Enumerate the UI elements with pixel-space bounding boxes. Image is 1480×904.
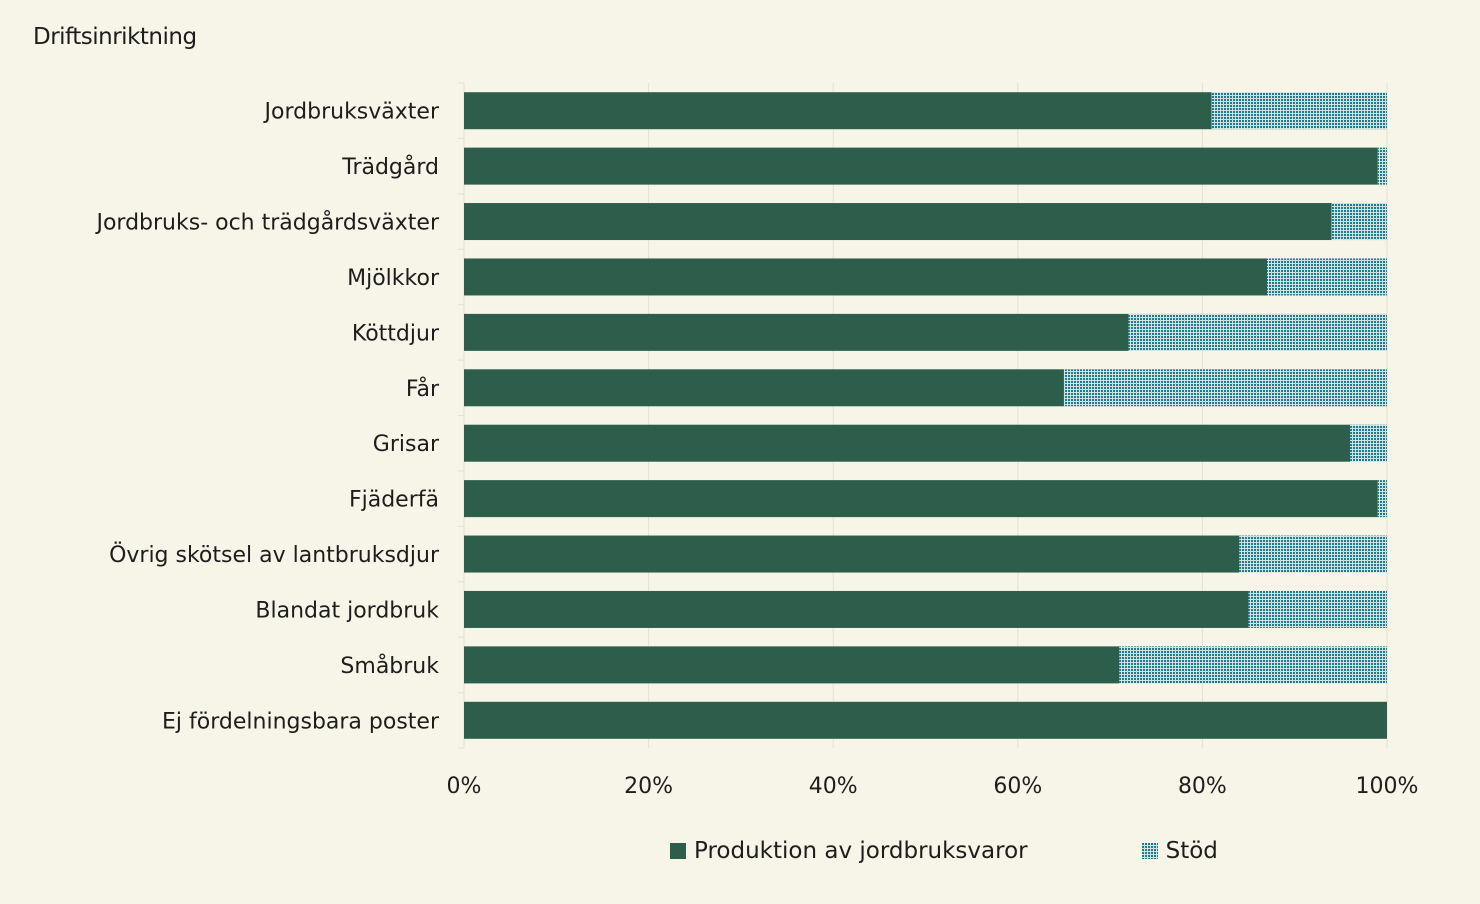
bar-support	[1350, 424, 1387, 462]
x-tick-label: 100%	[1356, 774, 1419, 799]
bar-production	[464, 147, 1378, 185]
category-label: Jordbruksväxter	[263, 100, 440, 125]
category-label: Övrig skötsel av lantbruksdjur	[109, 542, 440, 568]
bar-support	[1248, 590, 1387, 628]
x-tick-label: 60%	[993, 774, 1042, 799]
bar-production	[464, 258, 1268, 296]
bar-production	[464, 701, 1387, 739]
legend-label-production: Produktion av jordbruksvaror	[694, 838, 1028, 864]
category-label: Trädgård	[341, 154, 439, 180]
legend-label-support: Stöd	[1165, 838, 1218, 864]
x-tick-labels: 0% 20% 40% 60% 80% 100%	[447, 774, 1419, 799]
bar-production	[464, 369, 1064, 407]
category-label: Grisar	[373, 432, 440, 457]
x-tick-label: 20%	[624, 774, 673, 799]
bars	[464, 92, 1387, 739]
legend-item-production: Produktion av jordbruksvaror	[670, 838, 1028, 864]
bar-support	[1267, 258, 1387, 296]
chart-title: Driftsinriktning	[33, 24, 197, 50]
category-labels: Jordbruksväxter Trädgård Jordbruks- och tr…	[94, 100, 439, 735]
bar-support	[1119, 646, 1387, 684]
gridlines	[458, 82, 1388, 749]
x-tick-label: 80%	[1178, 774, 1227, 799]
bar-production	[464, 590, 1249, 628]
category-label: Köttdjur	[352, 321, 440, 346]
bar-production	[464, 92, 1212, 130]
category-label: Blandat jordbruk	[255, 598, 439, 623]
legend-swatch-support	[1141, 843, 1158, 859]
legend-swatch-production	[670, 843, 686, 859]
bar-production	[464, 480, 1378, 518]
category-label: Får	[406, 376, 440, 402]
x-tick-label: 40%	[809, 774, 858, 799]
bar-support	[1063, 369, 1387, 407]
bar-support	[1377, 147, 1387, 185]
category-label: Fjäderfä	[349, 488, 439, 513]
bar-production	[464, 646, 1120, 684]
bar-support	[1128, 313, 1387, 351]
bar-support	[1211, 92, 1387, 130]
bar-production	[464, 535, 1240, 573]
x-tick-label: 0%	[447, 774, 482, 799]
category-label: Ej fördelningsbara poster	[162, 709, 440, 734]
bar-support	[1377, 480, 1387, 518]
legend: Produktion av jordbruksvaror Stöd	[670, 838, 1218, 864]
bar-production	[464, 424, 1351, 462]
bar-support	[1331, 203, 1387, 241]
bar-production	[464, 313, 1129, 351]
legend-item-support: Stöd	[1141, 838, 1218, 864]
category-label: Mjölkkor	[347, 266, 440, 291]
bar-support	[1239, 535, 1387, 573]
category-label: Jordbruks- och trädgårdsväxter	[94, 210, 439, 236]
category-label: Småbruk	[340, 653, 439, 679]
bar-production	[464, 203, 1332, 241]
